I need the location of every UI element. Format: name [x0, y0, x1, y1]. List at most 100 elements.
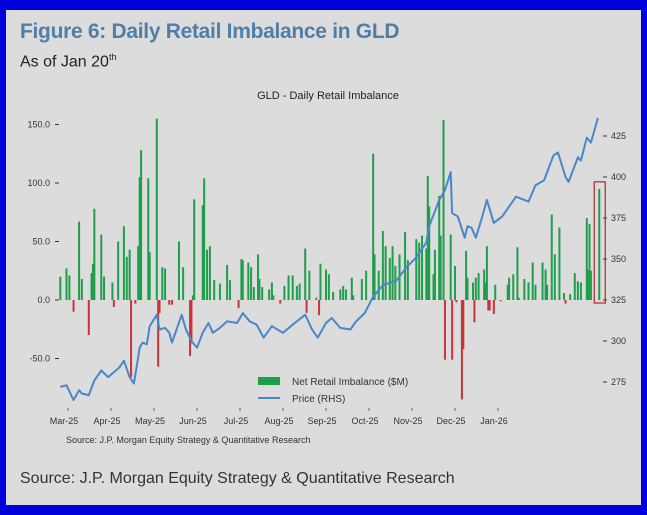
x-tick-label: Jun-25: [179, 416, 207, 426]
x-axis: Mar-25 Apr-25 May-25 Jun-25 Jul-25 Aug-25 Sep-…: [50, 408, 508, 426]
bar-negative: [189, 300, 192, 357]
x-tick-label: Dec-25: [436, 416, 465, 426]
bar-positive: [418, 242, 421, 300]
bar-negative: [112, 300, 115, 308]
x-tick-label: Sep-25: [307, 416, 336, 426]
bar-positive: [283, 285, 286, 300]
bar-series: [59, 118, 601, 400]
bar-positive: [100, 234, 103, 300]
bar-positive: [585, 218, 588, 300]
bar-positive: [291, 275, 294, 300]
bar-positive: [155, 118, 158, 301]
bar-positive: [270, 282, 273, 300]
bar-negative: [455, 300, 458, 303]
x-tick-label: Aug-25: [264, 416, 293, 426]
bar-negative: [171, 300, 174, 305]
legend-swatch-bar: [258, 377, 280, 385]
figure-panel: Figure 6: Daily Retail Imbalance in GLD …: [6, 10, 641, 505]
x-tick-label: May-25: [135, 416, 165, 426]
bar-positive: [137, 246, 140, 300]
bar-positive: [391, 246, 394, 300]
bar-positive: [558, 227, 561, 300]
bar-negative: [134, 300, 137, 304]
right-tick-label: 400: [611, 172, 626, 182]
bar-positive: [250, 267, 253, 300]
bar-positive: [534, 284, 537, 300]
bar-positive: [541, 262, 544, 300]
right-tick-label: 325: [611, 295, 626, 305]
chart-source-note: Source: J.P. Morgan Equity Strategy & Qu…: [66, 435, 310, 445]
figure-source: Source: J.P. Morgan Equity Strategy & Qu…: [20, 470, 455, 487]
bar-positive: [517, 297, 520, 300]
bar-positive: [506, 284, 509, 300]
bar-positive: [377, 270, 380, 300]
bar-positive: [103, 276, 106, 300]
bar-positive: [550, 214, 553, 300]
bar-positive: [388, 257, 391, 300]
bar-positive: [432, 274, 435, 300]
bar-positive: [415, 239, 418, 300]
bar-positive: [373, 254, 376, 300]
bar-positive: [308, 270, 311, 300]
bar-positive: [148, 252, 151, 300]
bar-positive: [384, 246, 387, 300]
bar-negative: [279, 300, 282, 304]
bar-positive: [213, 280, 216, 300]
bar-positive: [90, 273, 93, 300]
x-tick-label: Apr-25: [93, 416, 120, 426]
bar-negative: [462, 300, 465, 350]
bar-negative: [157, 300, 160, 367]
bar-positive: [352, 295, 355, 300]
bar-positive: [240, 259, 243, 300]
bar-positive: [516, 247, 519, 300]
bar-positive: [576, 281, 579, 300]
bar-positive: [484, 282, 487, 300]
right-axis: 275 300 325 350 375 400 425: [603, 131, 626, 387]
legend: Net Retail Imbalance ($M) Price (RHS): [258, 377, 408, 405]
bar-positive: [442, 119, 445, 300]
bar-negative: [72, 300, 75, 312]
right-tick-label: 425: [611, 131, 626, 141]
bar-positive: [588, 223, 591, 300]
bar-negative: [87, 300, 90, 336]
left-tick-label: 50.0: [32, 237, 50, 247]
bar-negative: [492, 300, 495, 315]
bar-positive: [483, 269, 486, 300]
bar-positive: [587, 269, 590, 300]
bar-positive: [117, 241, 120, 300]
bar-positive: [527, 282, 530, 300]
bar-positive: [546, 284, 549, 300]
bar-positive: [247, 262, 250, 300]
bar-positive: [438, 195, 441, 300]
bar-negative: [460, 300, 463, 400]
bar-positive: [360, 278, 363, 300]
bar-negative: [130, 300, 133, 378]
bar-negative: [190, 300, 193, 344]
bar-positive: [325, 269, 327, 300]
bar-negative: [168, 300, 171, 305]
bar-positive: [298, 283, 301, 300]
bar-positive: [218, 283, 221, 300]
bar-positive: [406, 260, 409, 300]
left-tick-label: 150.0: [27, 120, 50, 130]
bar-positive: [553, 254, 556, 300]
left-tick-label: -50.0: [29, 354, 50, 364]
bar-positive: [544, 269, 547, 300]
highlight-box: [593, 181, 606, 304]
bar-negative: [499, 300, 502, 302]
bar-positive: [228, 280, 231, 300]
x-tick-label: Oct-25: [351, 416, 378, 426]
bar-positive: [342, 285, 345, 300]
left-tick-label: 0.0: [37, 295, 50, 305]
right-tick-label: 350: [611, 254, 626, 264]
bar-positive: [465, 250, 468, 300]
bar-positive: [138, 177, 141, 300]
bar-positive: [258, 278, 261, 300]
bar-negative: [564, 300, 567, 304]
subtitle-text: As of Jan 20: [20, 53, 109, 71]
bar-positive: [512, 274, 515, 300]
bar-positive: [449, 234, 452, 300]
bar-positive: [531, 262, 534, 300]
bar-positive: [315, 297, 318, 300]
